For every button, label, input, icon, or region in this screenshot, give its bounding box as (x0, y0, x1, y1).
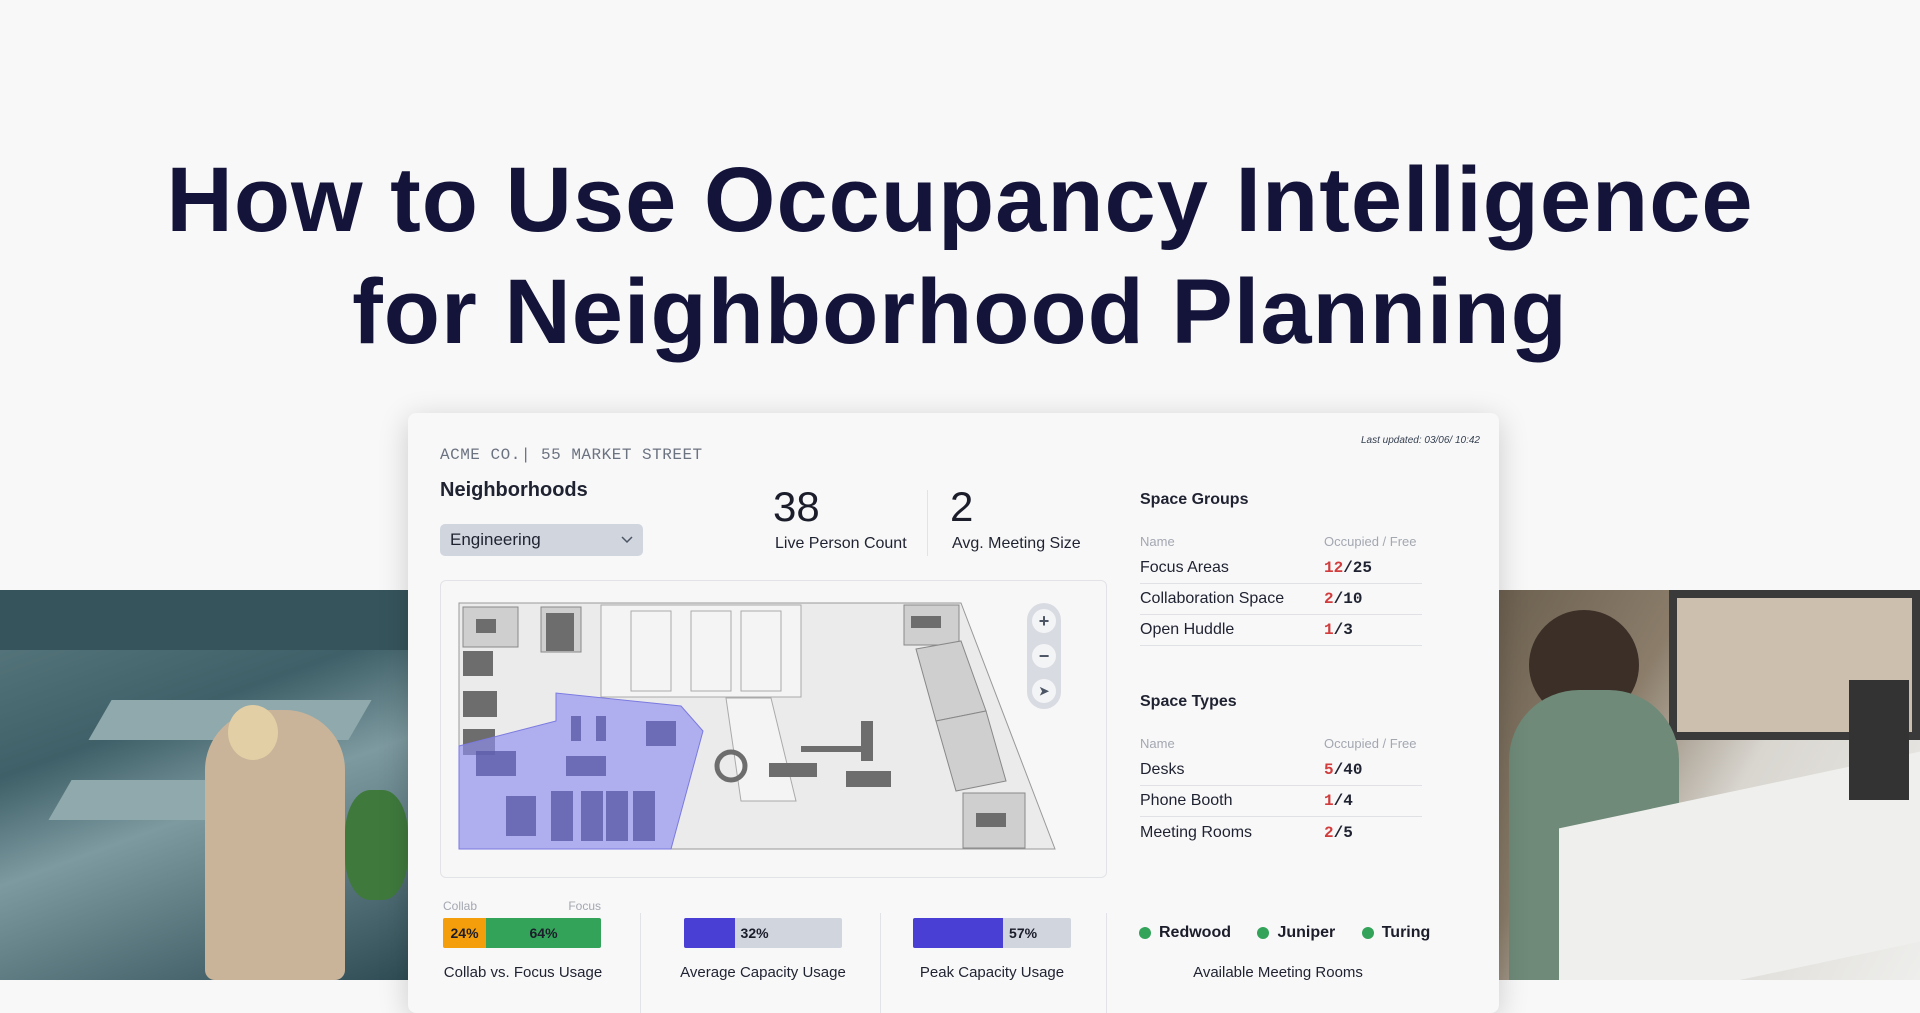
room-name: Juniper (1277, 924, 1336, 941)
occupied: 2 (1324, 823, 1334, 842)
stat-label: Live Person Count (775, 535, 907, 552)
compass-icon[interactable]: ➤ (1032, 679, 1056, 704)
room-name: Redwood (1159, 924, 1231, 941)
neighborhoods-label: Neighborhoods (440, 479, 588, 501)
meeting-rooms-list: Redwood Juniper Turing (1139, 924, 1430, 944)
space-types-section: Space Types Name Occupied / Free Desks 5/4… (1140, 693, 1422, 848)
metric-divider (1106, 913, 1107, 1013)
row-name: Desks (1140, 761, 1185, 778)
live-person-count: 38 Live Person Count (773, 483, 907, 553)
table-row[interactable]: Collaboration Space 2/10 (1140, 584, 1422, 615)
table-row[interactable]: Desks 5/40 (1140, 755, 1422, 786)
total: /25 (1343, 559, 1373, 577)
row-name: Meeting Rooms (1140, 823, 1253, 841)
space-types-title: Space Types (1140, 693, 1237, 710)
avg-capacity-fill (684, 918, 735, 948)
collab-focus-bar: 24% 64% (443, 918, 601, 948)
stat-label: Avg. Meeting Size (952, 535, 1081, 552)
row-name: Phone Booth (1140, 792, 1233, 809)
occupied: 5 (1324, 761, 1334, 779)
space-groups-title: Space Groups (1140, 491, 1249, 508)
neighborhood-dropdown[interactable]: Engineering (440, 524, 643, 556)
available-status-dot (1257, 927, 1270, 939)
chevron-down-icon (621, 536, 633, 544)
stat-value: 38 (773, 483, 820, 530)
stat-divider (927, 490, 928, 556)
room-name: Turing (1381, 924, 1431, 941)
last-updated: Last updated: 03/06/ 10:42 (1361, 435, 1480, 446)
zoom-out-icon[interactable]: − (1032, 643, 1056, 668)
metric-divider (640, 913, 641, 1013)
neighborhood-selected: Engineering (450, 530, 541, 549)
available-status-dot (1139, 927, 1151, 939)
space-groups-table: Name Occupied / Free Focus Areas 12/25 Col… (1140, 529, 1422, 646)
avg-capacity-caption: Average Capacity Usage (680, 964, 846, 981)
occupied: 12 (1324, 559, 1344, 577)
woman-on-stairs-photo (0, 590, 408, 980)
occupied: 1 (1324, 621, 1334, 639)
collab-pct: 24% (450, 925, 479, 941)
peak-capacity-fill (913, 918, 1004, 948)
collab-segment: 24% (443, 918, 487, 948)
total: /40 (1333, 761, 1363, 779)
occupancy-dashboard-card: ACME CO.| 55 MARKET STREET Last updated:… (408, 413, 1499, 1013)
collab-focus-legend: Collab Focus (443, 899, 601, 913)
map-zoom-controls: + − ➤ (1027, 603, 1061, 709)
collab-label: Collab (443, 899, 478, 913)
avg-capacity-pct: 32% (740, 925, 769, 941)
peak-capacity-pct: 57% (1009, 925, 1038, 941)
table-row[interactable]: Focus Areas 12/25 (1140, 553, 1422, 584)
col-name: Name (1140, 735, 1175, 751)
meeting-rooms-caption: Available Meeting Rooms (1193, 964, 1363, 981)
total: /10 (1333, 590, 1363, 608)
row-name: Collaboration Space (1140, 590, 1285, 607)
total: /5 (1333, 823, 1353, 842)
space-groups-section: Space Groups Name Occupied / Free Focus A… (1140, 491, 1422, 646)
meeting-room-turing[interactable]: Turing (1361, 924, 1431, 942)
table-header: Name Occupied / Free (1140, 529, 1422, 553)
zoom-in-icon[interactable]: + (1032, 608, 1056, 633)
peak-capacity-caption: Peak Capacity Usage (919, 964, 1065, 981)
avg-capacity-bar: 32% (684, 918, 842, 948)
headline-line-1: How to Use Occupancy Intelligence (166, 149, 1754, 251)
occupied: 2 (1324, 590, 1334, 608)
headline-line-2: for Neighborhood Planning (352, 261, 1568, 363)
total: /3 (1333, 621, 1353, 639)
focus-segment: 64% (486, 918, 601, 948)
table-row[interactable]: Meeting Rooms 2/5 (1140, 817, 1422, 848)
man-at-laptop-photo (1499, 590, 1920, 980)
row-name: Focus Areas (1140, 559, 1229, 576)
table-header: Name Occupied / Free (1140, 731, 1422, 755)
space-types-table: Name Occupied / Free Desks 5/40 Phone Boot… (1140, 731, 1422, 848)
focus-label: Focus (568, 899, 601, 913)
total: /4 (1333, 792, 1353, 810)
avg-meeting-size: 2 Avg. Meeting Size (950, 483, 1081, 553)
company-location: ACME CO.| 55 MARKET STREET (440, 446, 703, 464)
col-occupied-free: Occupied / Free (1324, 735, 1417, 751)
row-name: Open Huddle (1140, 621, 1235, 638)
floor-plan-map[interactable]: + − ➤ (440, 580, 1107, 878)
col-name: Name (1140, 533, 1175, 549)
focus-pct: 64% (529, 925, 558, 941)
meeting-room-redwood[interactable]: Redwood (1139, 924, 1231, 942)
peak-capacity-bar: 57% (913, 918, 1071, 948)
available-status-dot (1361, 927, 1374, 939)
occupied: 1 (1324, 792, 1334, 810)
metric-divider (880, 913, 881, 1013)
meeting-room-juniper[interactable]: Juniper (1257, 924, 1335, 942)
floor-plan (458, 602, 1056, 850)
table-row[interactable]: Phone Booth 1/4 (1140, 786, 1422, 817)
table-row[interactable]: Open Huddle 1/3 (1140, 615, 1422, 646)
stat-value: 2 (950, 483, 974, 530)
col-occupied-free: Occupied / Free (1324, 533, 1417, 549)
collab-focus-caption: Collab vs. Focus Usage (443, 964, 603, 981)
